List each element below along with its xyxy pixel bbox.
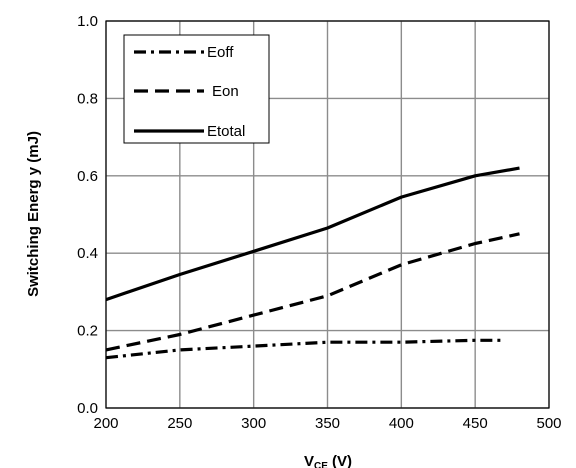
x-axis-title-unit: (V) xyxy=(328,453,352,468)
x-tick-label: 500 xyxy=(536,415,561,432)
x-tick-label: 450 xyxy=(463,415,488,432)
legend-etotal-label: Etotal xyxy=(207,123,245,140)
series-layer xyxy=(105,166,520,360)
y-tick-label: 0.6 xyxy=(77,168,98,185)
plot-frame xyxy=(105,20,550,409)
tick-labels: 200 250 300 350 400 450 500 0.0 0.2 0.4 0.6 0.8 1.0 xyxy=(77,13,561,432)
x-tick-label: 350 xyxy=(315,415,340,432)
x-tick-label: 400 xyxy=(389,415,414,432)
y-tick-label: 0.4 xyxy=(77,245,98,262)
legend-eon-label: Eon xyxy=(212,83,239,100)
y-tick-label: 1.0 xyxy=(77,13,98,30)
x-tick-label: 300 xyxy=(241,415,266,432)
y-tick-label: 0.8 xyxy=(77,90,98,107)
y-tick-label: 0.2 xyxy=(77,323,98,340)
series-line-eon xyxy=(105,232,520,352)
y-axis-title: Switching Energ y (mJ) xyxy=(25,131,42,297)
x-axis-title-subscript: CE xyxy=(314,461,328,468)
x-axis-title: VCE (V) xyxy=(304,453,352,468)
x-tick-label: 200 xyxy=(93,415,118,432)
x-axis-title-main: V xyxy=(304,453,314,468)
series-line-etotal xyxy=(105,166,520,302)
legend-eoff-label: Eoff xyxy=(207,44,234,61)
legend: Eoff Eon Etotal xyxy=(123,34,270,144)
legend-box xyxy=(123,34,270,144)
series-line-eoff xyxy=(105,338,505,360)
x-tick-label: 250 xyxy=(167,415,192,432)
y-tick-label: 0.0 xyxy=(77,400,98,417)
